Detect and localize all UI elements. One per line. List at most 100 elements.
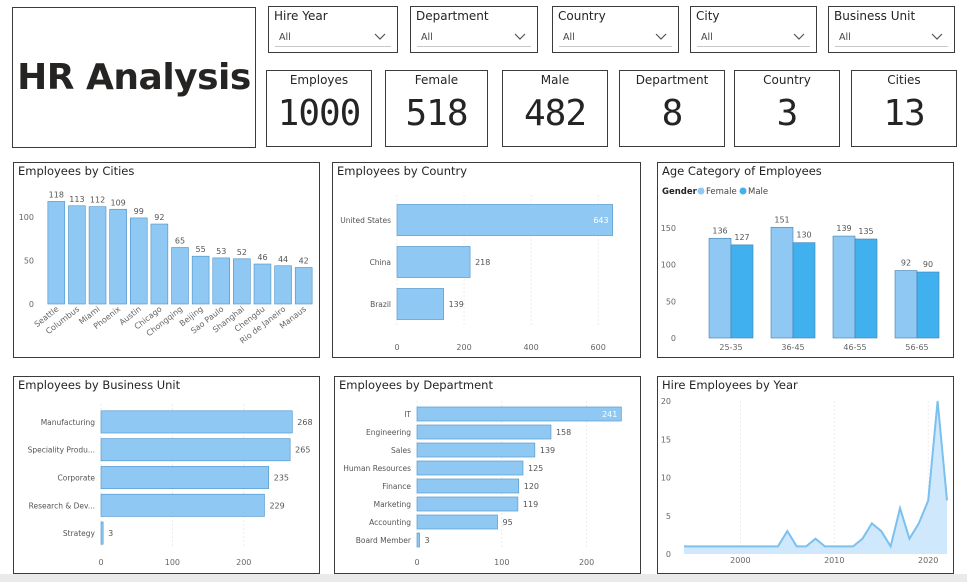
y-tick-label: 5 [666, 512, 671, 521]
bottom-scroll-strip [0, 574, 967, 582]
y-tick-label: 100 [19, 213, 34, 222]
slicer-label: Country [558, 9, 606, 23]
kpi-label: Female [414, 73, 459, 87]
y-tick-label: Sales [391, 446, 411, 455]
y-tick-label: 150 [661, 224, 676, 233]
data-label: 218 [475, 258, 490, 267]
dropdown-value: All [839, 32, 851, 43]
department-dropdown[interactable]: All [417, 28, 531, 47]
kpi-value: 482 [523, 93, 587, 134]
data-label: 139 [836, 224, 851, 233]
kpi-card-employees: Employes 1000 [266, 70, 372, 147]
bar [416, 532, 420, 548]
slicer-hire-year[interactable]: Hire Year All [268, 6, 398, 53]
x-tick-label: 100 [165, 558, 180, 567]
kpi-card-country: Country 3 [734, 70, 840, 147]
y-tick-label: 0 [29, 300, 34, 309]
y-tick-label: Speciality Produ... [28, 446, 95, 455]
data-label: 95 [503, 518, 513, 527]
y-tick-label: 10 [661, 474, 671, 483]
bar [274, 265, 292, 305]
city-dropdown[interactable]: All [697, 28, 810, 47]
dropdown-value: All [279, 32, 291, 43]
bar [294, 267, 313, 305]
data-label: 136 [712, 226, 727, 235]
bar [233, 258, 251, 305]
data-label: 235 [274, 474, 289, 483]
area-line [684, 400, 948, 549]
chart-age-category[interactable]: Gender Female Male 0 50 100 150 136 127 25-35 151 1… [657, 162, 954, 358]
bar-female [894, 270, 918, 339]
bar [396, 246, 471, 278]
kpi-card-department: Department 8 [619, 70, 725, 147]
hire-year-area-chart: 0 5 10 15 20 2000 2010 2020 [661, 397, 948, 565]
bar [100, 521, 104, 545]
chevron-down-icon [931, 33, 943, 40]
dropdown-value: All [563, 32, 575, 43]
x-tick-label: 0 [394, 343, 399, 352]
y-tick-label: Human Resources [343, 464, 411, 473]
kpi-label: Cities [887, 73, 921, 87]
chart-title: Hire Employees by Year [662, 378, 798, 392]
bar [109, 208, 127, 305]
x-tick-label: 25-35 [719, 343, 742, 352]
slicer-city[interactable]: City All [690, 6, 817, 53]
x-tick-label: 2000 [730, 556, 750, 565]
kpi-label: Employes [289, 73, 349, 87]
bar [100, 410, 293, 434]
legend-label: Male [748, 187, 768, 197]
legend-marker [697, 187, 705, 195]
data-label: 46 [257, 253, 267, 262]
business-unit-bar-chart: 0 100 200 Manufacturing 268 Speciality Produ.… [28, 404, 313, 567]
chart-title: Employees by Business Unit [18, 378, 181, 392]
y-tick-label: Manufacturing [41, 418, 96, 427]
data-label: 109 [111, 198, 126, 207]
chart-employees-by-cities[interactable]: 0 50 100 118 Seattle 113 Columbus 112 Miami 109 Ph… [13, 162, 320, 358]
x-tick-label: 200 [456, 343, 471, 352]
chart-employees-by-department[interactable]: 0 100 200 IT 241 Engineering 158 Sales 139 Human … [334, 376, 641, 574]
y-tick-label: Finance [382, 482, 411, 491]
kpi-value: 518 [405, 93, 468, 134]
data-label: 65 [175, 237, 185, 246]
y-tick-label: 50 [666, 297, 676, 306]
business-unit-dropdown[interactable]: All [835, 28, 948, 47]
bar [416, 424, 552, 440]
chart-title: Employees by Cities [18, 164, 135, 178]
y-tick-label: United States [340, 216, 391, 225]
bar [396, 204, 613, 236]
y-tick-label: Marketing [374, 500, 412, 509]
x-tick-label: 2020 [918, 556, 938, 565]
x-tick-label: 2010 [824, 556, 844, 565]
x-tick-label: 100 [494, 558, 509, 567]
data-label: 113 [69, 195, 84, 204]
chevron-down-icon [374, 33, 386, 40]
data-label: 55 [196, 245, 206, 254]
bar [47, 201, 66, 305]
y-tick-label: 0 [666, 550, 671, 559]
y-tick-label: Corporate [58, 474, 96, 483]
bar [416, 442, 536, 458]
hire-year-dropdown[interactable]: All [275, 28, 391, 47]
chevron-down-icon [514, 33, 526, 40]
data-label: 120 [524, 482, 539, 491]
chart-employees-by-business-unit[interactable]: 0 100 200 Manufacturing 268 Speciality Produ.… [13, 376, 320, 574]
legend-marker [739, 187, 747, 195]
data-label: 3 [425, 536, 430, 545]
bar-male [792, 242, 816, 339]
chevron-down-icon [793, 33, 805, 40]
kpi-label: Male [540, 73, 570, 87]
chart-hire-by-year[interactable]: 0 5 10 15 20 2000 2010 2020 Hire Employees by Y… [657, 376, 954, 574]
report-title-box: HR Analysis [12, 7, 256, 148]
bar [191, 255, 210, 305]
dropdown-value: All [701, 32, 713, 43]
slicer-country[interactable]: Country All [552, 6, 679, 53]
bar [100, 466, 270, 489]
slicer-department[interactable]: Department All [410, 6, 538, 53]
country-dropdown[interactable]: All [559, 28, 672, 47]
slicer-label: Hire Year [274, 9, 328, 23]
data-label: 268 [297, 418, 312, 427]
chart-employees-by-country[interactable]: 0 200 400 600 United States 643 China 218 Brazil… [332, 162, 641, 358]
bar [396, 288, 444, 320]
data-label: 92 [154, 213, 164, 222]
slicer-business-unit[interactable]: Business Unit All [828, 6, 955, 53]
